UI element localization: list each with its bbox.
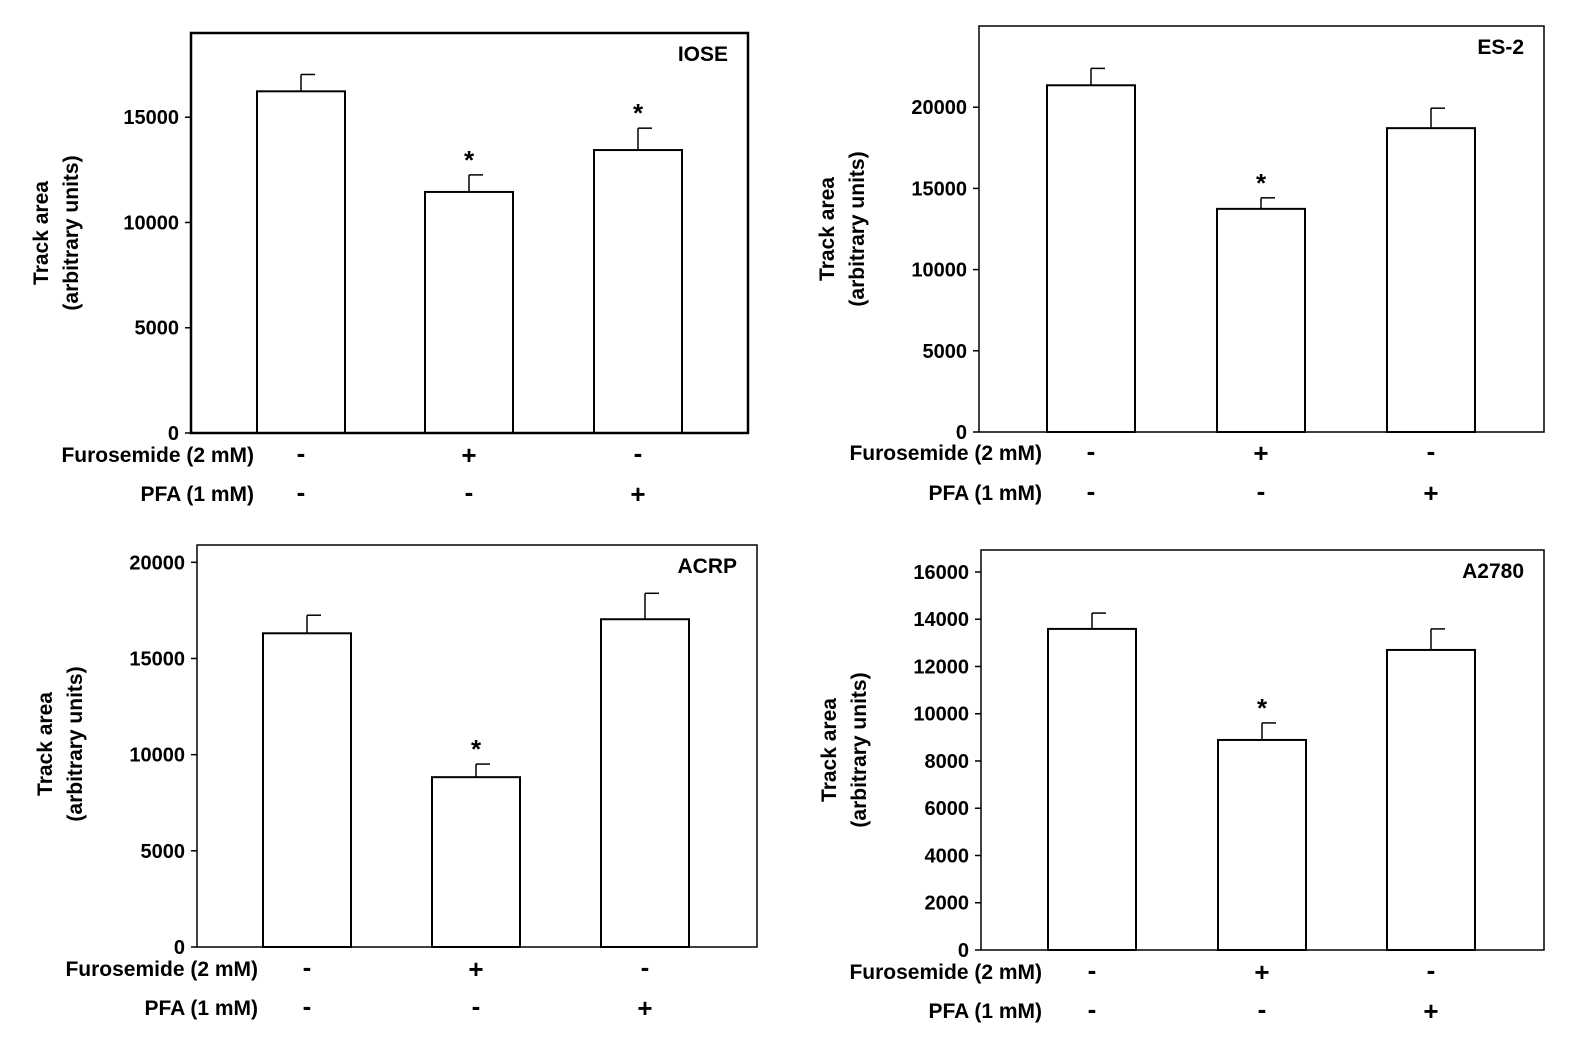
- bar: [1046, 84, 1136, 433]
- condition-label: PFA (1 mM): [928, 1000, 1042, 1023]
- bar: [593, 149, 683, 434]
- panel-title: ACRP: [677, 555, 737, 578]
- condition-sign: +: [1423, 996, 1438, 1026]
- y-tick-label: 2000: [925, 893, 970, 915]
- condition-sign: +: [1253, 438, 1268, 468]
- condition-sign: -: [297, 438, 306, 468]
- y-tick-label: 14000: [913, 609, 969, 631]
- y-axis-label: Track area: [818, 698, 841, 802]
- condition-sign: -: [1087, 436, 1096, 466]
- bar: [1216, 207, 1306, 433]
- y-tick-label: 15000: [123, 107, 179, 129]
- condition-sign: -: [1258, 994, 1267, 1024]
- bar: [424, 190, 514, 434]
- y-axis-label: Track area: [30, 181, 53, 285]
- y-tick-label: 10000: [129, 745, 185, 767]
- condition-sign: -: [1088, 955, 1097, 985]
- y-axis-label: (arbitrary units): [846, 151, 869, 306]
- panel-title: ES-2: [1477, 36, 1524, 59]
- condition-sign: -: [1088, 994, 1097, 1024]
- condition-label: Furosemide (2 mM): [849, 442, 1042, 465]
- condition-sign: -: [303, 991, 312, 1021]
- bar: [262, 632, 352, 948]
- y-axis-label: (arbitrary units): [848, 672, 871, 827]
- y-tick-label: 10000: [913, 704, 969, 726]
- y-tick-label: 15000: [129, 648, 185, 670]
- condition-sign: -: [641, 952, 650, 982]
- condition-label: Furosemide (2 mM): [65, 958, 258, 981]
- plot-frame: [978, 25, 1545, 433]
- condition-sign: +: [630, 479, 645, 509]
- y-tick-label: 0: [956, 422, 967, 444]
- y-tick-label: 5000: [135, 318, 180, 340]
- y-tick-label: 0: [958, 940, 969, 962]
- y-tick-label: 8000: [925, 751, 970, 773]
- condition-label: PFA (1 mM): [928, 482, 1042, 505]
- bar: [1217, 738, 1307, 952]
- bar: [431, 776, 521, 948]
- y-tick-label: 12000: [913, 656, 969, 678]
- condition-sign: +: [461, 440, 476, 470]
- condition-sign: -: [1257, 476, 1266, 506]
- y-tick-label: 20000: [129, 552, 185, 574]
- condition-sign: -: [1427, 955, 1436, 985]
- y-tick-label: 16000: [913, 562, 969, 584]
- plot-frame: [196, 544, 758, 948]
- bar: [1386, 648, 1476, 951]
- significance-star: *: [633, 98, 644, 128]
- condition-sign: +: [468, 954, 483, 984]
- condition-sign: -: [465, 477, 474, 507]
- condition-label: Furosemide (2 mM): [849, 961, 1042, 984]
- y-tick-label: 0: [174, 937, 185, 959]
- significance-star: *: [471, 734, 482, 764]
- bar: [1047, 627, 1137, 951]
- bar: [256, 90, 346, 434]
- condition-sign: -: [1087, 476, 1096, 506]
- y-tick-label: 4000: [925, 845, 970, 867]
- y-axis-label: Track area: [816, 177, 839, 281]
- y-tick-label: 20000: [911, 97, 967, 119]
- significance-star: *: [1257, 693, 1268, 723]
- panel-title: IOSE: [678, 43, 728, 66]
- y-tick-label: 5000: [141, 841, 186, 863]
- panel-acrp: * 0 5000 10000 15000 20000 ACRP Track area (arbi…: [34, 544, 758, 1023]
- condition-sign: -: [634, 438, 643, 468]
- y-axis-label: (arbitrary units): [64, 666, 87, 821]
- y-tick-label: 10000: [911, 260, 967, 282]
- y-axis-label: Track area: [34, 692, 57, 796]
- panel-title: A2780: [1462, 560, 1524, 583]
- condition-sign: +: [637, 993, 652, 1023]
- bar: [1386, 127, 1476, 433]
- condition-sign: -: [297, 477, 306, 507]
- panel-iose: * * 0 5000 10000 15000 IOSE Track area (arbitrar…: [30, 31, 750, 509]
- condition-label: PFA (1 mM): [144, 997, 258, 1020]
- panel-a2780: * 0 2000 4000 6000 8000 10000 12000 14000 16000 A2…: [818, 549, 1545, 1026]
- condition-sign: -: [472, 991, 481, 1021]
- condition-sign: +: [1254, 957, 1269, 987]
- condition-sign: -: [1427, 436, 1436, 466]
- plot-frame: [189, 31, 750, 435]
- y-axis-label: (arbitrary units): [60, 155, 83, 310]
- y-tick-label: 5000: [923, 341, 968, 363]
- y-tick-label: 10000: [123, 212, 179, 234]
- significance-star: *: [1256, 168, 1267, 198]
- y-tick-label: 0: [168, 423, 179, 445]
- significance-star: *: [464, 145, 475, 175]
- condition-sign: -: [303, 952, 312, 982]
- bar: [600, 618, 690, 949]
- y-tick-label: 6000: [925, 798, 970, 820]
- panel-es-2: * 0 5000 10000 15000 20000 ES-2 Track area (arbi…: [816, 25, 1545, 508]
- y-tick-label: 15000: [911, 178, 967, 200]
- condition-label: Furosemide (2 mM): [61, 444, 254, 467]
- plot-frame: [980, 549, 1545, 951]
- condition-sign: +: [1423, 478, 1438, 508]
- condition-label: PFA (1 mM): [140, 483, 254, 506]
